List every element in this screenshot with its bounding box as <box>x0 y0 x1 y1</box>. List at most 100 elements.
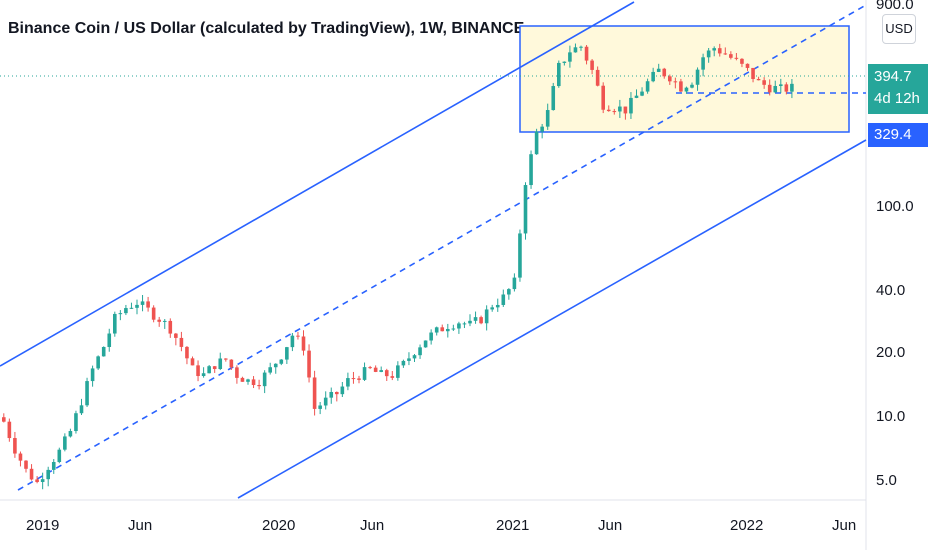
candle-body <box>18 453 23 461</box>
candle-body <box>257 385 261 387</box>
candle <box>651 67 655 83</box>
candle <box>140 294 145 312</box>
candle <box>701 53 705 77</box>
candle-body <box>124 308 128 314</box>
candle <box>779 78 783 93</box>
range-box[interactable] <box>519 25 850 133</box>
y-tick-label: 10.0 <box>876 408 905 425</box>
candle-body <box>690 84 694 88</box>
candle <box>623 106 628 120</box>
candle <box>534 128 539 155</box>
candle-body <box>562 61 567 63</box>
candle <box>151 305 156 323</box>
candle <box>190 356 195 366</box>
candle <box>495 298 500 312</box>
candle <box>18 451 23 467</box>
x-tick-label: Jun <box>832 517 856 534</box>
candle <box>773 80 778 93</box>
candle-body <box>590 60 594 70</box>
candle-body <box>323 397 328 406</box>
candle-body <box>606 109 611 112</box>
candle-body <box>668 76 672 82</box>
level-price-label: 329.4 <box>868 123 928 147</box>
candle <box>523 182 528 240</box>
candle-body <box>423 340 428 348</box>
candle-body <box>240 377 245 382</box>
candle-body <box>379 370 383 372</box>
candle <box>240 376 245 382</box>
candle <box>340 381 345 398</box>
candle-body <box>285 347 289 360</box>
candle-body <box>312 377 317 409</box>
candle <box>446 323 450 338</box>
candle <box>246 378 250 385</box>
candle-body <box>101 346 106 357</box>
candle-body <box>418 347 422 356</box>
candle-body <box>13 438 17 454</box>
candle-body <box>579 46 583 48</box>
candle-body <box>296 335 300 337</box>
candle-body <box>751 67 755 79</box>
candle-body <box>529 154 533 186</box>
candle <box>46 466 50 487</box>
candle-body <box>196 365 200 377</box>
candle-body <box>723 53 728 55</box>
y-tick-label: 5.0 <box>876 472 897 489</box>
candle <box>717 43 722 57</box>
candle-body <box>762 80 766 85</box>
candle-body <box>118 313 123 315</box>
candle <box>279 359 284 366</box>
candle <box>690 82 694 89</box>
channel-middle-line[interactable] <box>17 4 867 491</box>
candle <box>229 359 234 370</box>
currency-button[interactable]: USD <box>882 14 916 44</box>
candle-body <box>634 95 639 98</box>
candle <box>285 346 289 364</box>
candle-body <box>368 367 372 369</box>
candle <box>440 324 445 332</box>
candle <box>135 299 139 315</box>
candle-body <box>557 62 561 87</box>
candle <box>7 418 12 442</box>
x-tick-label: Jun <box>128 517 152 534</box>
y-tick-label: 20.0 <box>876 344 905 361</box>
candle <box>13 431 17 458</box>
candle <box>251 376 256 389</box>
candle-body <box>29 468 34 480</box>
candle-body <box>262 372 267 387</box>
candle-body <box>279 359 284 364</box>
x-tick-label: Jun <box>360 517 384 534</box>
candle-body <box>706 50 711 58</box>
candle <box>201 367 206 378</box>
candle <box>107 328 112 352</box>
candle <box>584 45 589 65</box>
candle <box>85 377 89 408</box>
candle <box>507 288 511 300</box>
x-tick-label: Jun <box>598 517 622 534</box>
candle-body <box>790 83 794 92</box>
candle <box>418 344 422 359</box>
candle-body <box>351 378 356 380</box>
candle <box>57 447 62 464</box>
candle <box>146 296 150 312</box>
candle <box>751 67 755 83</box>
last-price-value: 394.7 <box>874 68 912 85</box>
candle-body <box>729 54 733 58</box>
candle <box>612 108 617 115</box>
channel-lower-line[interactable] <box>237 139 867 499</box>
candle <box>124 304 128 316</box>
candle <box>673 77 678 89</box>
candle <box>762 77 766 89</box>
candle-body <box>701 57 705 70</box>
candle-body <box>734 57 739 59</box>
candle <box>695 67 700 91</box>
candle <box>656 63 661 73</box>
candle-body <box>57 449 62 463</box>
candle-body <box>645 81 650 92</box>
channel-upper-line[interactable] <box>0 1 635 367</box>
candle-body <box>640 91 644 96</box>
candle-body <box>212 366 217 370</box>
candle <box>323 391 328 410</box>
